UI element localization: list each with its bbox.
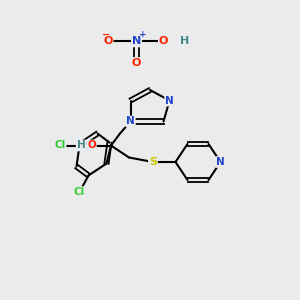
Text: +: +	[139, 30, 147, 39]
Text: O: O	[132, 58, 141, 68]
Text: H: H	[180, 36, 189, 46]
Text: N: N	[216, 157, 225, 167]
Text: Cl: Cl	[54, 140, 66, 151]
Text: N: N	[132, 36, 141, 46]
Text: N: N	[165, 95, 174, 106]
Text: N: N	[126, 116, 135, 127]
Text: H: H	[76, 140, 85, 151]
Text: O: O	[103, 36, 113, 46]
Text: Cl: Cl	[74, 187, 85, 197]
Text: O: O	[87, 140, 96, 151]
Text: S: S	[149, 157, 157, 167]
Text: −: −	[102, 30, 111, 40]
Text: O: O	[159, 36, 168, 46]
